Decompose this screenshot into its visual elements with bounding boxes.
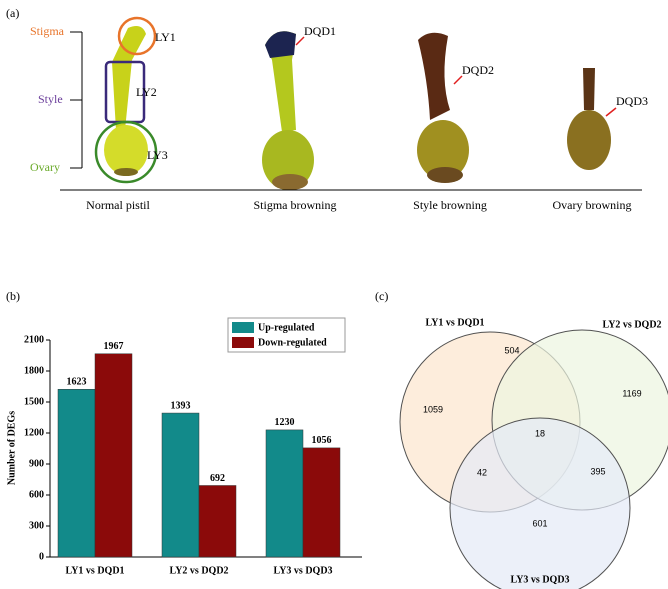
sample-label: DQD2 xyxy=(462,63,494,77)
caption: Normal pistil xyxy=(86,198,150,212)
y-tick-label: 300 xyxy=(29,520,44,531)
style-browning-pistil xyxy=(417,32,469,183)
caption: Style browning xyxy=(413,198,487,212)
y-tick-label: 900 xyxy=(29,458,44,469)
y-tick-label: 1500 xyxy=(24,396,44,407)
region-label: LY3 xyxy=(147,148,168,162)
region-count: 1059 xyxy=(423,404,443,414)
panel-label: (c) xyxy=(375,289,388,303)
bar xyxy=(94,353,133,558)
bracket xyxy=(70,31,83,169)
region-count: 395 xyxy=(590,466,605,476)
y-axis-label: Number of DEGs xyxy=(6,411,17,485)
legend-label: Down-regulated xyxy=(258,337,327,348)
legend-label: Up-regulated xyxy=(258,322,315,333)
value-label: 1393 xyxy=(171,400,191,411)
bar xyxy=(57,389,96,558)
caption: Ovary browning xyxy=(553,198,632,212)
x-tick-label: LY3 vs DQD3 xyxy=(273,565,332,576)
y-tick-label: 1200 xyxy=(24,427,44,438)
ovary-browning-pistil xyxy=(567,68,611,170)
normal-pistil xyxy=(104,26,148,176)
y-tick-label: 1800 xyxy=(24,365,44,376)
bar xyxy=(302,447,341,558)
legend-swatch xyxy=(232,337,254,348)
part-label: Stigma xyxy=(30,24,65,38)
set-label: LY1 vs DQD1 xyxy=(425,317,484,328)
panel-label: (b) xyxy=(6,289,20,303)
value-label: 1056 xyxy=(312,435,332,446)
y-tick-label: 2100 xyxy=(24,334,44,345)
set-label: LY2 vs DQD2 xyxy=(602,319,661,330)
region-count: 601 xyxy=(532,518,547,528)
x-tick-label: LY1 vs DQD1 xyxy=(65,565,124,576)
y-tick-label: 600 xyxy=(29,489,44,500)
caption: Stigma browning xyxy=(254,198,337,212)
region-count: 42 xyxy=(477,467,487,477)
venn-set xyxy=(449,417,631,589)
part-label: Style xyxy=(38,92,63,106)
value-label: 1623 xyxy=(67,377,87,388)
x-tick-label: LY2 vs DQD2 xyxy=(169,565,228,576)
region-count: 18 xyxy=(535,428,545,438)
bar xyxy=(265,429,304,558)
legend-swatch xyxy=(232,322,254,333)
stigma-browning-pistil xyxy=(262,31,314,190)
set-label: LY3 vs DQD3 xyxy=(510,574,569,585)
sample-label: DQD1 xyxy=(304,24,336,38)
sample-label: DQD3 xyxy=(616,94,648,108)
region-count: 1169 xyxy=(622,388,641,398)
arrows xyxy=(295,36,617,117)
bar xyxy=(161,412,200,558)
value-label: 1967 xyxy=(104,341,124,352)
part-label: Ovary xyxy=(30,160,60,174)
y-tick-label: 0 xyxy=(39,551,44,562)
value-label: 692 xyxy=(210,473,225,484)
stigma-circle xyxy=(117,16,157,56)
region-count: 504 xyxy=(504,345,519,355)
region-label: LY2 xyxy=(136,85,157,99)
region-label: LY1 xyxy=(155,30,176,44)
bar xyxy=(198,485,237,558)
value-label: 1230 xyxy=(275,417,295,428)
panel-label: (a) xyxy=(6,6,19,20)
ovary-circle xyxy=(94,120,158,184)
